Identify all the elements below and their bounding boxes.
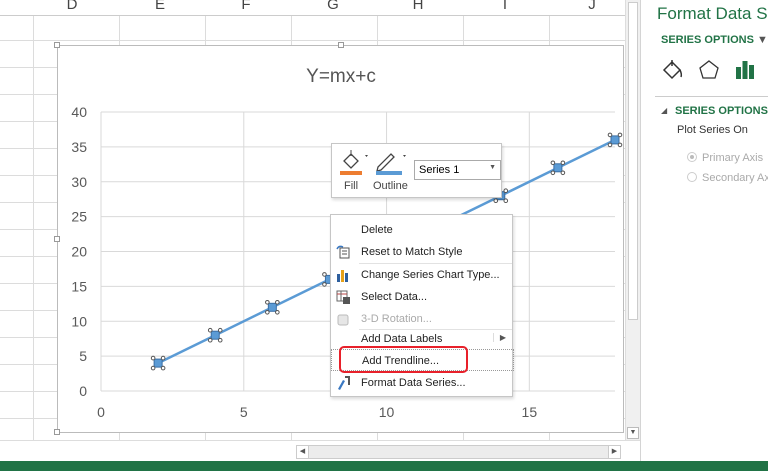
scroll-right-arrow[interactable]: ▶	[608, 446, 620, 458]
menu-item-format-data-series[interactable]: Format Data Series...	[331, 372, 514, 394]
radio-selected-icon	[687, 152, 697, 162]
plot-series-label: Plot Series On	[677, 124, 748, 136]
highlight-annotation	[339, 346, 468, 373]
dropdown-label: SERIES OPTIONS	[661, 34, 754, 46]
x-tick-label: 15	[522, 404, 538, 420]
y-tick-label: 0	[79, 383, 87, 399]
menu-item-add-data-labels[interactable]: Add Data Labels ▶	[331, 328, 514, 350]
resize-handle[interactable]	[338, 42, 344, 48]
bar-chart-icon	[336, 268, 350, 282]
resize-handle[interactable]	[54, 429, 60, 435]
submenu-arrow-icon: ▶	[492, 333, 506, 342]
column-header-f[interactable]: F	[241, 0, 251, 13]
menu-item-label: Add Data Labels	[361, 333, 443, 345]
x-tick-label: 0	[97, 404, 105, 420]
horizontal-scrollbar[interactable]: ◀ ▶	[296, 445, 621, 459]
column-header-h[interactable]: H	[412, 0, 424, 13]
effects-icon[interactable]	[697, 58, 721, 82]
pane-title: Format Data Series	[657, 4, 768, 23]
menu-item-label: Delete	[361, 224, 393, 236]
data-point[interactable]	[607, 132, 623, 148]
primary-axis-radio[interactable]: Primary Axis	[687, 152, 763, 164]
menu-item-label: 3-D Rotation...	[361, 313, 432, 325]
x-tick-label: 10	[379, 404, 395, 420]
x-tick-label: 5	[240, 404, 248, 420]
menu-item-label: Add Trendline...	[362, 355, 440, 367]
fill-line-icon[interactable]	[661, 58, 685, 82]
column-header-i[interactable]: I	[502, 0, 508, 13]
resize-handle[interactable]	[54, 42, 60, 48]
radio-empty-icon	[687, 172, 697, 182]
secondary-axis-radio[interactable]: Secondary Axis	[687, 172, 768, 184]
column-header-g[interactable]: G	[327, 0, 339, 13]
y-tick-label: 5	[79, 348, 87, 364]
resize-handle[interactable]	[54, 236, 60, 242]
data-point[interactable]	[550, 160, 566, 176]
scroll-left-arrow[interactable]: ◀	[297, 446, 309, 458]
y-tick-label: 10	[71, 313, 87, 329]
menu-separator	[359, 329, 512, 330]
cube-icon	[336, 312, 350, 326]
chevron-down-icon: ▼	[489, 164, 496, 171]
divider	[655, 96, 768, 97]
data-point[interactable]	[150, 355, 166, 371]
column-header-d[interactable]: D	[66, 0, 78, 13]
menu-item-change-series-chart-type[interactable]: Change Series Chart Type...	[331, 264, 514, 286]
series-select[interactable]: Series 1 ▼	[414, 160, 501, 180]
fill-button[interactable]: Fill	[338, 147, 372, 195]
menu-item-label: Format Data Series...	[361, 377, 466, 389]
horizontal-bar: ◀ ▶	[0, 440, 640, 461]
chart-title: Y=mx+c	[306, 66, 376, 87]
menu-item-reset-to-match-style[interactable]: Reset to Match Style	[331, 241, 514, 263]
menu-item-label: Reset to Match Style	[361, 246, 463, 258]
format-data-series-pane: Format Data Series SERIES OPTIONS ▼ ◢ SE…	[640, 0, 768, 461]
status-bar	[0, 461, 768, 471]
y-tick-label: 25	[71, 209, 87, 225]
outline-pen-icon	[376, 153, 406, 175]
paint-bucket-icon	[340, 150, 368, 175]
data-point[interactable]	[207, 327, 223, 343]
format-series-icon	[336, 376, 350, 390]
menu-separator	[359, 263, 512, 264]
column-headers: D E F G H I J	[0, 0, 625, 16]
series-select-value: Series 1	[419, 164, 460, 176]
collapse-icon[interactable]: ◢	[661, 106, 668, 115]
y-tick-label: 35	[71, 139, 87, 155]
y-tick-label: 15	[71, 278, 87, 294]
y-tick-label: 30	[71, 174, 87, 190]
series-options-icon[interactable]	[733, 58, 757, 82]
scroll-thumb[interactable]	[628, 2, 638, 320]
y-tick-label: 40	[71, 104, 87, 120]
fill-label: Fill	[344, 180, 359, 192]
mini-toolbar: Fill Outline Series 1 ▼	[331, 143, 502, 198]
vertical-scrollbar[interactable]: ▼	[625, 0, 640, 440]
section-header[interactable]: SERIES OPTIONS	[675, 105, 768, 117]
context-menu: Delete Reset to Match Style Change Series …	[330, 214, 514, 397]
scroll-down-arrow[interactable]: ▼	[627, 427, 639, 439]
radio-label: Primary Axis	[702, 152, 764, 164]
menu-item-select-data[interactable]: Select Data...	[331, 286, 514, 308]
select-data-icon	[336, 290, 350, 304]
menu-item-label: Select Data...	[361, 291, 428, 303]
menu-item-delete[interactable]: Delete	[331, 219, 514, 241]
menu-item-3-d-rotation: 3-D Rotation...	[331, 308, 514, 330]
menu-item-add-trendline[interactable]: Add Trendline...	[331, 349, 514, 371]
column-header-e[interactable]: E	[154, 0, 165, 13]
y-tick-label: 20	[71, 244, 87, 260]
outline-button[interactable]: Outline	[372, 147, 412, 195]
data-point[interactable]	[265, 299, 280, 315]
outline-label: Outline	[373, 180, 408, 192]
caret-down-icon: ▼	[756, 34, 768, 46]
menu-item-label: Change Series Chart Type...	[361, 269, 500, 281]
radio-label: Secondary Axis	[702, 172, 768, 184]
series-options-dropdown[interactable]: SERIES OPTIONS ▼	[661, 34, 768, 46]
column-header-j[interactable]: J	[588, 0, 596, 13]
reset-style-icon	[336, 245, 350, 259]
